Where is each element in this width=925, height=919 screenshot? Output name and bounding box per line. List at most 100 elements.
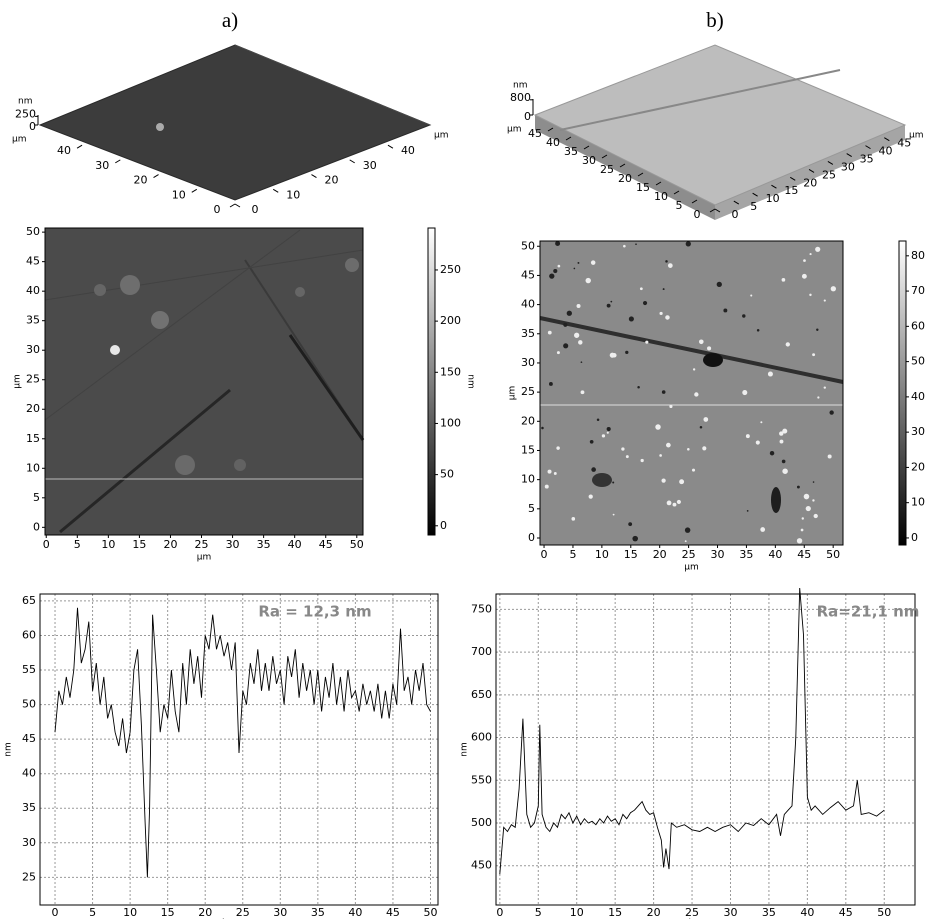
x-tick-label: 30 [363,159,377,172]
y-tick-label: 0 [528,531,535,544]
y-tick-label: 650 [471,688,492,701]
texture-spot [655,424,661,430]
texture-spot [580,390,585,395]
y-tick-label: 15 [26,432,40,445]
texture-spot [667,263,673,268]
texture-spot [813,513,818,519]
texture-spot [692,368,696,371]
texture-spot [769,450,775,456]
texture-spot [812,481,815,483]
texture-spot [553,268,558,274]
texture-spot [639,287,643,291]
y-label: μm [12,135,27,145]
colorbar-tick-label: 100 [911,496,925,509]
texture-spot [679,479,685,485]
x-tick-label: 30 [226,538,240,551]
colorbar-tick-label: 150 [440,365,461,378]
y-tick-label: 700 [471,645,492,658]
colorbar-tick-label: 200 [911,460,925,473]
texture-spot [779,439,784,444]
texture-spot [760,421,763,424]
texture-spot [781,459,786,464]
texture-spot [563,322,568,327]
texture-spot [632,535,638,542]
x-tick-label: 10 [570,906,584,919]
texture-spot [767,371,773,377]
x-tick [865,145,871,150]
y-tick-label: 45 [26,255,40,268]
y-tick-label: 500 [471,816,492,829]
z-tick-label: 0 [524,110,531,123]
texture-spot [702,446,707,451]
x-tick-label: 5 [535,906,542,919]
annotation: Ra = 12,3 nm [258,603,371,621]
x-tick-label: 40 [800,906,814,919]
z-tick-label: 0 [29,120,36,133]
texture-spot [723,308,728,313]
x-tick [714,208,721,213]
colorbar-tick-label: 400 [911,390,925,403]
colorbar-label: nm [466,374,476,388]
texture-spot [661,478,666,483]
y-tick-label: 25 [521,385,535,398]
y-tick [637,172,644,177]
z-label: nm [18,97,32,107]
texture-spot [563,343,569,349]
texture-spot [796,485,800,489]
y-tick [229,203,236,208]
y-label: μm [507,125,522,135]
y-tick-label: 10 [172,188,186,201]
texture-spot [745,434,750,439]
texture-spot [574,332,580,338]
texture-spot [827,454,832,459]
x-tick-label: 0 [52,906,59,919]
x-tick-label: 35 [257,538,271,551]
x-tick-label: 30 [273,906,287,919]
texture-spot [809,293,812,297]
texture-spot [699,425,703,429]
texture-spot [782,428,788,434]
texture-spot [625,455,629,459]
texture-spot [606,431,609,434]
x-tick-label: 35 [311,906,325,919]
x-tick-label: 20 [324,174,338,187]
x-tick-label: 35 [739,548,753,561]
y-label: nm [460,742,470,756]
texture-spot [549,273,555,279]
y-tick-label: 40 [546,136,560,149]
x-tick [846,153,852,157]
y-tick-label: 40 [22,767,36,780]
profile-line [499,587,885,875]
y-tick [547,127,554,132]
x-tick-label: 35 [860,153,874,166]
y-tick-label: 45 [521,268,535,281]
x-label: μm [434,131,449,141]
x-label: μm [684,563,699,573]
texture-spot [742,314,746,318]
texture-spot [800,528,804,532]
texture-spot [823,299,826,302]
colorbar-tick-label: 100 [440,416,461,429]
texture-spot [635,243,637,246]
y-tick [153,174,159,179]
y-tick-label: 35 [26,314,40,327]
x-tick [234,203,241,208]
colorbar-tick-label: 500 [911,355,925,368]
texture-spot [665,260,668,263]
x-tick-label: 15 [608,906,622,919]
texture-spot [661,390,666,394]
y-tick-label: 20 [521,414,535,427]
texture-spot [716,281,722,287]
y-tick-label: 35 [521,327,535,340]
y-tick [673,190,680,195]
y-tick-label: 450 [471,859,492,872]
x-tick-label: 15 [624,548,638,561]
x-tick-label: 5 [750,200,757,213]
texture-spot [803,493,810,500]
y-tick-label: 0 [694,208,701,221]
x-tick-label: 20 [647,906,661,919]
x-tick [884,137,890,142]
texture-spot [782,468,788,474]
texture-spot [578,340,583,345]
